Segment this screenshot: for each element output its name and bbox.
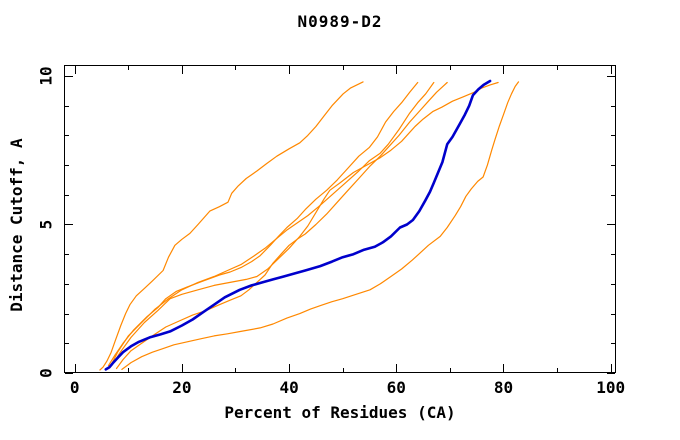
x-tick-label: 60 — [387, 378, 406, 397]
y-tick-label: 10 — [37, 66, 56, 85]
chart-title: N0989-D2 — [297, 12, 383, 31]
y-axis-ticks — [65, 76, 615, 374]
series-line-orange-4 — [115, 81, 448, 370]
y-tick-label: 5 — [37, 220, 56, 230]
series-line-orange-1 — [99, 81, 364, 371]
x-tick-label: 40 — [279, 378, 298, 397]
x-tick-label: 80 — [494, 378, 513, 397]
series-line-highlighted-blue — [104, 79, 492, 371]
series-lines — [99, 79, 520, 371]
series-line-orange-6 — [121, 81, 520, 370]
x-axis-label: Percent of Residues (CA) — [224, 403, 456, 422]
x-tick-label: 0 — [70, 378, 80, 397]
series-line-orange-3 — [109, 81, 435, 368]
x-tick-labels: 0 20 40 60 80 100 — [70, 378, 625, 397]
x-tick-label: 100 — [596, 378, 625, 397]
y-tick-label: 0 — [37, 368, 56, 378]
x-axis-ticks — [75, 66, 612, 372]
plot-box — [64, 65, 616, 373]
x-tick-label: 20 — [172, 378, 191, 397]
series-line-orange-2 — [107, 81, 419, 367]
y-tick-labels: 0 5 10 — [37, 66, 56, 377]
series-line-orange-5 — [111, 81, 499, 367]
